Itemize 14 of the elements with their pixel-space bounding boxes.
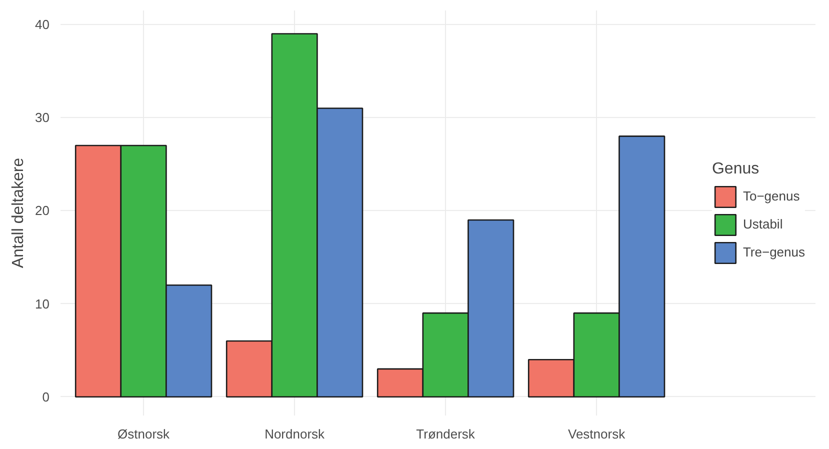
y-tick-label: 30 xyxy=(35,110,50,126)
legend-title: Genus xyxy=(712,160,760,178)
legend-label: Tre−genus xyxy=(742,244,805,260)
y-tick-label: 40 xyxy=(35,16,50,32)
y-tick-label: 0 xyxy=(42,389,50,404)
x-tick-label: Østnorsk xyxy=(118,426,170,442)
y-tick-label: 10 xyxy=(35,296,50,312)
legend-label: Ustabil xyxy=(742,216,783,232)
legend-label: To−genus xyxy=(742,188,800,204)
y-axis-title: Antall deltakere xyxy=(10,158,28,268)
x-tick-label: Vestnorsk xyxy=(568,426,626,442)
x-tick-label: Nordnorsk xyxy=(264,426,326,442)
y-tick-label: 20 xyxy=(35,203,50,218)
x-tick-label: Trøndersk xyxy=(416,426,476,442)
